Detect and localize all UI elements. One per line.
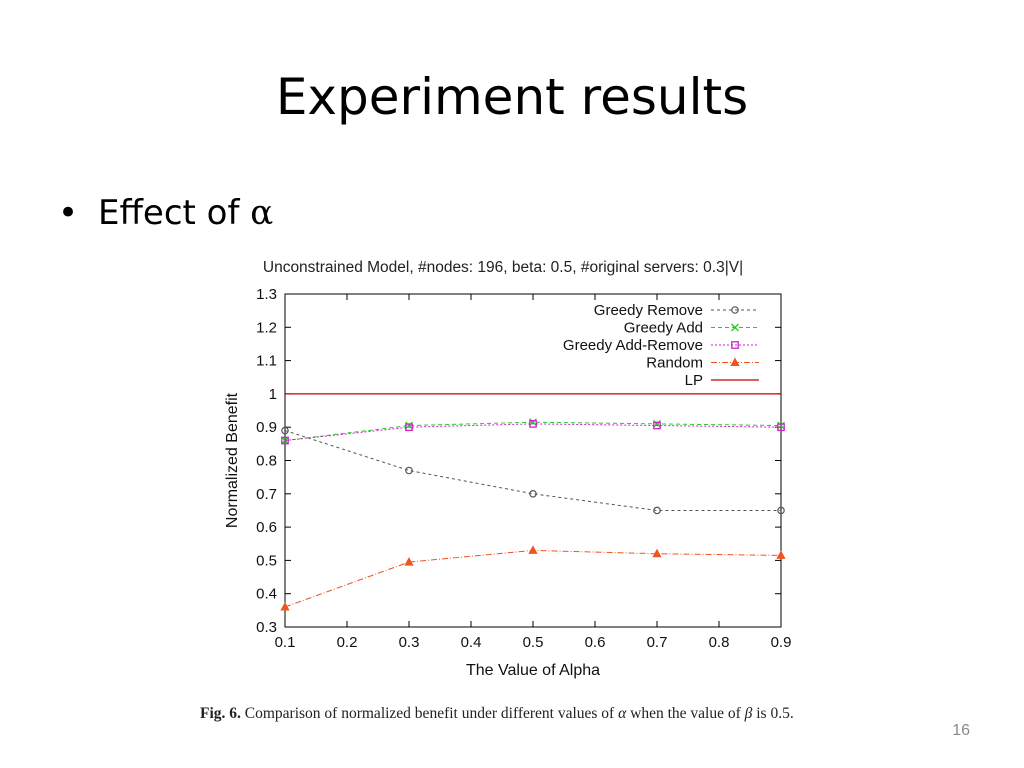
slide-title: Experiment results bbox=[275, 68, 749, 126]
data-point-greedy-remove bbox=[405, 466, 413, 475]
line-chart: Unconstrained Model, #nodes: 196, beta: … bbox=[224, 259, 792, 679]
data-point-greedy-remove bbox=[653, 506, 661, 515]
x-tick-label: 0.8 bbox=[709, 634, 730, 651]
caption-beta: β bbox=[744, 705, 753, 722]
x-axis-label: The Value of Alpha bbox=[466, 662, 600, 679]
x-tick-label: 0.6 bbox=[585, 634, 606, 651]
x-tick-label: 0.9 bbox=[771, 634, 792, 651]
series-line-greedy-remove bbox=[284, 430, 781, 511]
data-point-greedy-add bbox=[777, 421, 785, 430]
series-line-greedy-add bbox=[284, 421, 782, 442]
data-point-random bbox=[776, 550, 786, 559]
caption-text-2: when the value of bbox=[626, 705, 745, 722]
data-point-greedy-remove bbox=[777, 506, 785, 515]
slide-number: 16 bbox=[952, 722, 970, 739]
y-tick-label: 0.6 bbox=[256, 519, 277, 536]
legend-marker-greedy-remove bbox=[731, 306, 739, 314]
data-point-greedy-add-remove bbox=[281, 436, 289, 445]
legend-marker-greedy-add bbox=[731, 323, 739, 332]
data-point-greedy-add-remove bbox=[777, 423, 785, 432]
series-line-random bbox=[284, 549, 782, 608]
plot-frame bbox=[284, 293, 782, 628]
y-tick-label: 0.9 bbox=[256, 419, 277, 436]
data-point-greedy-add-remove bbox=[405, 423, 413, 432]
legend-label-random: Random bbox=[646, 355, 703, 372]
data-point-greedy-add-remove bbox=[529, 420, 537, 428]
y-tick-label: 1.2 bbox=[256, 319, 277, 336]
legend-label-greedy-remove: Greedy Remove bbox=[594, 302, 703, 319]
y-tick-label: 1.1 bbox=[256, 353, 277, 370]
bullet-text: Effect of bbox=[98, 193, 251, 233]
x-tick-label: 0.2 bbox=[337, 634, 358, 651]
legend-marker-greedy-add-remove bbox=[731, 341, 739, 349]
caption-label: Fig. 6. bbox=[200, 705, 241, 722]
legend-label-lp: LP bbox=[685, 372, 703, 389]
x-tick-label: 0.3 bbox=[399, 634, 420, 651]
caption-text-3: is 0.5. bbox=[752, 705, 794, 722]
legend-marker-random bbox=[730, 357, 740, 366]
bullet-marker: • bbox=[58, 193, 79, 233]
data-point-greedy-add bbox=[653, 419, 661, 428]
y-tick-label: 0.8 bbox=[256, 453, 277, 470]
data-point-greedy-add bbox=[529, 418, 537, 427]
data-point-greedy-remove bbox=[281, 426, 289, 435]
data-point-random bbox=[404, 557, 414, 566]
x-tick-label: 0.5 bbox=[523, 634, 544, 651]
data-point-greedy-add bbox=[405, 421, 413, 430]
x-tick-label: 0.7 bbox=[647, 634, 668, 651]
caption-text-1: Comparison of normalized benefit under d… bbox=[244, 705, 619, 722]
x-tick-label: 0.4 bbox=[461, 634, 482, 651]
y-tick-label: 0.7 bbox=[256, 486, 277, 503]
y-tick-label: 0.3 bbox=[256, 619, 277, 636]
bullet-alpha-symbol: α bbox=[250, 193, 274, 233]
y-tick-label: 1.3 bbox=[256, 286, 277, 303]
bullet-item: • Effect of α bbox=[58, 188, 273, 238]
data-point-random bbox=[652, 548, 662, 558]
data-point-greedy-add-remove bbox=[653, 421, 661, 430]
data-point-random bbox=[528, 545, 538, 554]
caption-alpha: α bbox=[618, 705, 627, 722]
figure-caption: Fig. 6. Comparison of normalized benefit… bbox=[200, 704, 840, 723]
y-tick-label: 1 bbox=[269, 386, 277, 403]
y-tick-label: 0.5 bbox=[256, 552, 277, 569]
legend-label-greedy-add: Greedy Add bbox=[624, 320, 703, 337]
y-tick-label: 0.4 bbox=[256, 586, 277, 603]
data-point-random bbox=[280, 601, 290, 611]
y-axis-label: Normalized Benefit bbox=[224, 392, 241, 528]
data-point-greedy-remove bbox=[529, 490, 537, 498]
x-tick-label: 0.1 bbox=[275, 634, 296, 651]
legend-label-greedy-add-remove: Greedy Add-Remove bbox=[563, 337, 703, 354]
chart-container: Unconstrained Model, #nodes: 196, beta: … bbox=[200, 250, 840, 690]
chart-title: Unconstrained Model, #nodes: 196, beta: … bbox=[263, 259, 743, 276]
series-line-greedy-add-remove bbox=[284, 423, 782, 442]
